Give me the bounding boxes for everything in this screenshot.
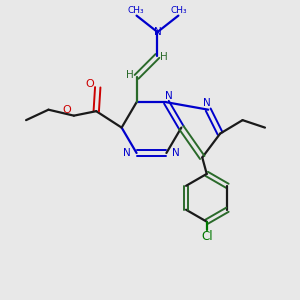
Text: N: N xyxy=(154,27,161,37)
Text: CH₃: CH₃ xyxy=(128,6,144,15)
Text: H: H xyxy=(126,70,134,80)
Text: O: O xyxy=(63,105,71,115)
Text: Cl: Cl xyxy=(201,230,212,243)
Text: O: O xyxy=(85,79,94,89)
Text: CH₃: CH₃ xyxy=(171,6,187,15)
Text: N: N xyxy=(123,148,131,158)
Text: H: H xyxy=(160,52,168,62)
Text: N: N xyxy=(172,148,179,158)
Text: N: N xyxy=(203,98,211,108)
Text: N: N xyxy=(165,91,172,101)
